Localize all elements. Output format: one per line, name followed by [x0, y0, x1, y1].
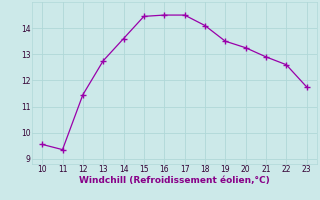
X-axis label: Windchill (Refroidissement éolien,°C): Windchill (Refroidissement éolien,°C): [79, 176, 270, 185]
